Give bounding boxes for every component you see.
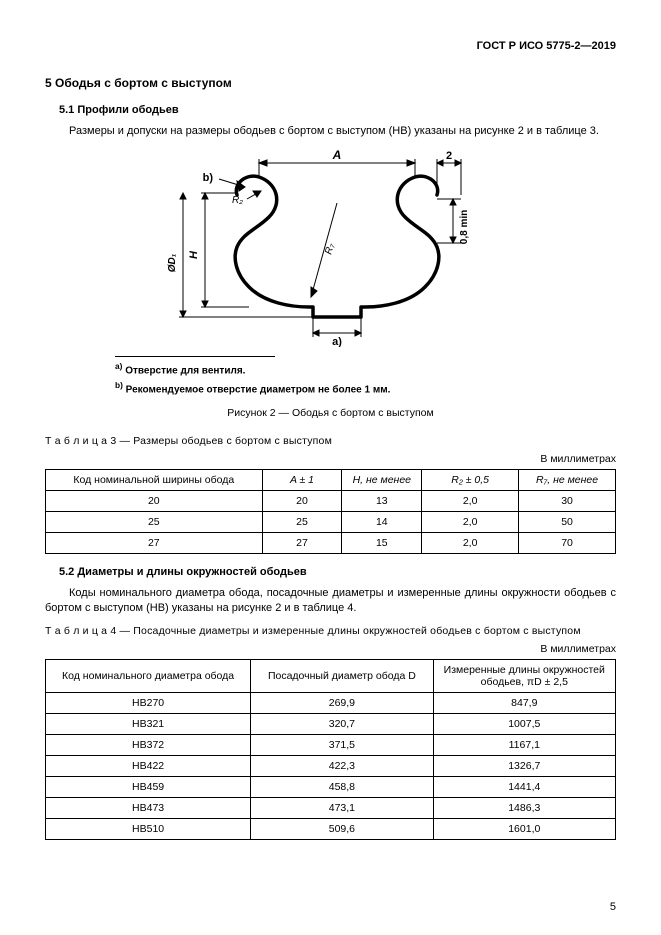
fn-a-text: Отверстие для вентиля. — [125, 366, 245, 377]
table-cell: HB422 — [46, 755, 251, 776]
para-5-2: Коды номинального диаметра обода, посадо… — [45, 586, 616, 617]
table-cell: 13 — [342, 491, 422, 512]
table-4-caption-rest: — Посадочные диаметры и измеренные длины… — [116, 625, 580, 637]
table-cell: 509,6 — [251, 818, 433, 839]
fn-b-sup: b) — [115, 380, 123, 390]
table-row: HB372371,51167,1 — [46, 734, 616, 755]
fn-b-text: Рекомендуемое отверстие диаметром не бол… — [126, 384, 391, 395]
table-cell: 847,9 — [433, 692, 615, 713]
table-cell: 2,0 — [422, 512, 519, 533]
table-cell: 27 — [262, 533, 342, 554]
section-title: 5 Ободья с бортом с выступом — [45, 76, 616, 90]
figure-2-footnotes: a) Отверстие для вентиля. b) Рекомендуем… — [115, 356, 616, 397]
para-5-1: Размеры и допуски на размеры ободьев с б… — [45, 124, 616, 139]
table-cell: 1007,5 — [433, 713, 615, 734]
table-3-caption: Т а б л и ц а 3 — Размеры ободьев с борт… — [45, 435, 616, 447]
table-cell: HB321 — [46, 713, 251, 734]
table-cell: 27 — [46, 533, 263, 554]
table-cell: HB372 — [46, 734, 251, 755]
table-cell: 15 — [342, 533, 422, 554]
dim-2: 2 — [445, 150, 451, 162]
table-cell: 30 — [519, 491, 616, 512]
doc-header: ГОСТ Р ИСО 5775-2—2019 — [45, 40, 616, 52]
table-cell: 50 — [519, 512, 616, 533]
table-cell: 20 — [262, 491, 342, 512]
table-3-caption-prefix: Т а б л и ц а 3 — [45, 435, 116, 447]
table-cell: HB270 — [46, 692, 251, 713]
table-cell: 473,1 — [251, 797, 433, 818]
table-row: HB459458,81441,4 — [46, 776, 616, 797]
lbl-D: ØD₁ — [167, 254, 178, 273]
table-cell: 20 — [46, 491, 263, 512]
table-4-unit: В миллиметрах — [45, 643, 616, 655]
lbl-08min: 0,8 min — [459, 210, 470, 244]
table-row: HB510509,61601,0 — [46, 818, 616, 839]
table-row: 2727152,070 — [46, 533, 616, 554]
table-cell: 2,0 — [422, 491, 519, 512]
table-cell: HB459 — [46, 776, 251, 797]
table-cell: 70 — [519, 533, 616, 554]
figure-2-caption: Рисунок 2 — Ободья с бортом с выступом — [45, 407, 616, 419]
lbl-b: b) — [202, 172, 213, 184]
table-4-caption: Т а б л и ц а 4 — Посадочные диаметры и … — [45, 625, 616, 637]
fn-a-sup: a) — [115, 361, 122, 371]
table-cell: 371,5 — [251, 734, 433, 755]
table-4-caption-prefix: Т а б л и ц а 4 — [45, 625, 116, 637]
table-cell: 1167,1 — [433, 734, 615, 755]
table-cell: 422,3 — [251, 755, 433, 776]
t4-h0: Код номинального диаметра обода — [46, 659, 251, 692]
figure-2: A 2 b) R₂ — [45, 147, 616, 350]
table-cell: 269,9 — [251, 692, 433, 713]
table-cell: HB473 — [46, 797, 251, 818]
dim-A: A — [331, 148, 341, 162]
table-cell: 1441,4 — [433, 776, 615, 797]
table-row: HB321320,71007,5 — [46, 713, 616, 734]
table-cell: 1486,3 — [433, 797, 615, 818]
table-cell: 25 — [262, 512, 342, 533]
table-cell: 25 — [46, 512, 263, 533]
table-cell: HB510 — [46, 818, 251, 839]
t3-h3: R₂ ± 0,5 — [422, 470, 519, 491]
table-row: HB422422,31326,7 — [46, 755, 616, 776]
t3-h0: Код номинальной ширины обода — [46, 470, 263, 491]
lbl-H: H — [188, 250, 200, 259]
table-cell: 14 — [342, 512, 422, 533]
t4-h2: Измеренные длины окружностей ободьев, πD… — [433, 659, 615, 692]
page-number: 5 — [610, 901, 616, 913]
table-3-caption-rest: — Размеры ободьев с бортом с выступом — [116, 435, 332, 447]
t3-h2: H, не менее — [342, 470, 422, 491]
page: ГОСТ Р ИСО 5775-2—2019 5 Ободья с бортом… — [0, 0, 661, 935]
table-row: 2525142,050 — [46, 512, 616, 533]
table-cell: 1326,7 — [433, 755, 615, 776]
t3-h4: R₇, не менее — [519, 470, 616, 491]
lbl-R7: R₇ — [323, 242, 337, 256]
lbl-a: a) — [332, 336, 342, 347]
table-cell: 458,8 — [251, 776, 433, 797]
subsection-5-1-title: 5.1 Профили ободьев — [59, 104, 616, 116]
table-cell: 1601,0 — [433, 818, 615, 839]
t3-h1: A ± 1 — [262, 470, 342, 491]
table-row: HB270269,9847,9 — [46, 692, 616, 713]
table-row: HB473473,11486,3 — [46, 797, 616, 818]
table-4: Код номинального диаметра обода Посадочн… — [45, 659, 616, 840]
table-3: Код номинальной ширины обода A ± 1 H, не… — [45, 469, 616, 554]
table-row: 2020132,030 — [46, 491, 616, 512]
t4-h1: Посадочный диаметр обода D — [251, 659, 433, 692]
table-cell: 2,0 — [422, 533, 519, 554]
lbl-R2: R₂ — [231, 195, 242, 206]
table-3-unit: В миллиметрах — [45, 453, 616, 465]
table-cell: 320,7 — [251, 713, 433, 734]
subsection-5-2-title: 5.2 Диаметры и длины окружностей ободьев — [59, 566, 616, 578]
